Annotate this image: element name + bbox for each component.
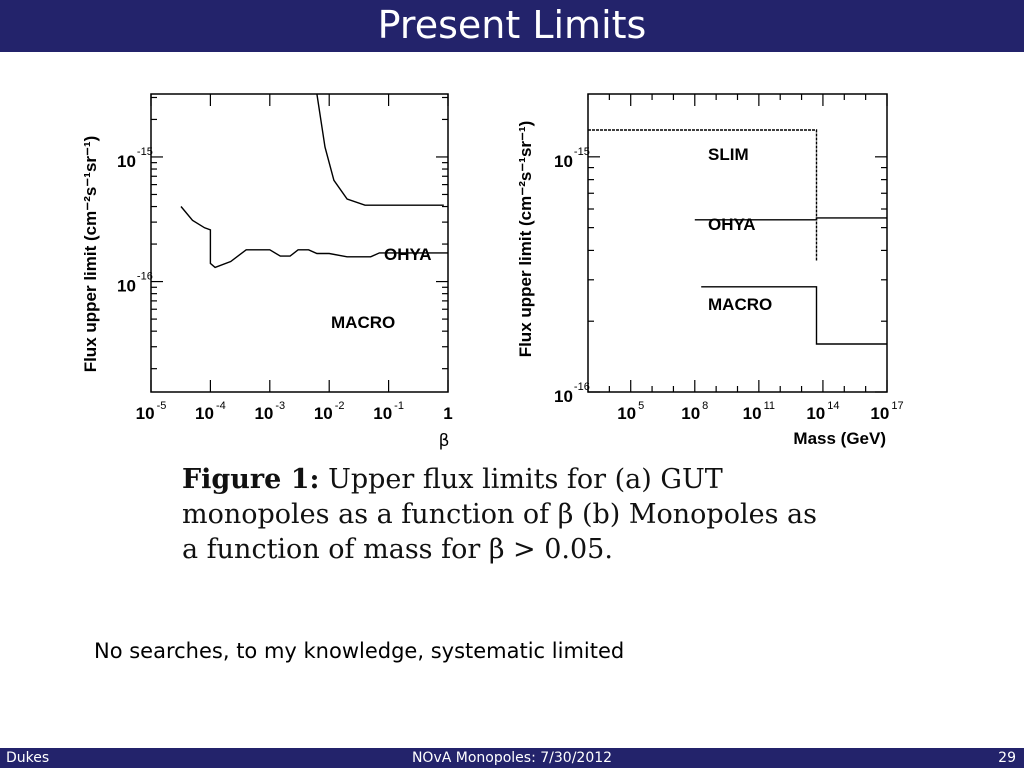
footer-page-number: 29 — [998, 750, 1016, 766]
series-line-ohya — [694, 217, 887, 221]
slide-title: Present Limits — [377, 3, 647, 47]
footer-author: Dukes — [6, 750, 50, 766]
y-tick-label: 10-15 — [554, 146, 590, 171]
chart-b-series — [588, 129, 887, 345]
figure-caption: Figure 1: Upper flux limits for (a) GUT … — [182, 462, 822, 567]
chart-mass: Flux upper limit (cm⁻²s⁻¹sr⁻¹) 10 5 10 8 10 1… — [516, 93, 904, 448]
chart-b-frame — [587, 93, 888, 393]
x-tick-label: 10 8 — [681, 400, 708, 423]
chart-b-series-label-slim: SLIM — [708, 145, 749, 164]
series-line-macro — [701, 286, 887, 345]
figure-label: Figure 1: — [182, 464, 320, 495]
x-tick-label: 10 -5 — [136, 400, 167, 423]
chart-a-frame — [150, 93, 449, 393]
chart-a-series-label-ohya: OHYA — [384, 245, 432, 264]
chart-a-series-label-macro: MACRO — [331, 313, 395, 332]
chart-a-series — [180, 93, 448, 269]
y-tick-label: 10-16 — [554, 381, 590, 406]
chart-a-ytitle: Flux upper limit (cm⁻²s⁻¹sr⁻¹) — [81, 136, 100, 373]
chart-b-xtitle: Mass (GeV) — [793, 429, 886, 448]
slide-note: No searches, to my knowledge, systematic… — [94, 639, 625, 663]
footer-bar: Dukes NOvA Monopoles: 7/30/2012 29 — [0, 748, 1024, 768]
chart-a-ticks: 10 -5 10 -4 10 -3 10 -2 10 -1 1 10-15 10-16 — [117, 94, 453, 423]
series-line-macro — [180, 206, 448, 269]
chart-b-ytitle: Flux upper limit (cm⁻²s⁻¹sr⁻¹) — [516, 121, 535, 358]
chart-b-series-label-macro: MACRO — [708, 295, 772, 314]
x-tick-label: 1 — [443, 404, 452, 423]
x-tick-label: 10 -3 — [254, 400, 285, 423]
y-tick-label: 10-16 — [117, 271, 153, 296]
chart-a-xtitle: β — [439, 431, 450, 451]
series-line-slim — [588, 129, 818, 262]
title-bar: Present Limits — [0, 0, 1024, 52]
footer-center: NOvA Monopoles: 7/30/2012 — [411, 750, 613, 766]
x-tick-label: 10 -2 — [314, 400, 345, 423]
x-tick-label: 10 -1 — [373, 400, 404, 423]
chart-b-ticks: 10 5 10 8 10 11 10 14 10 17 10-15 10-16 — [554, 94, 904, 423]
figure-caption-text: Upper flux limits for (a) GUT monopoles … — [182, 464, 817, 565]
x-tick-label: 10 11 — [743, 400, 775, 423]
x-tick-label: 10 5 — [617, 400, 644, 423]
x-tick-label: 10 17 — [870, 400, 903, 423]
y-tick-label: 10-15 — [117, 146, 153, 171]
x-tick-label: 10 14 — [806, 400, 839, 423]
chart-beta: Flux upper limit (cm⁻²s⁻¹sr⁻¹) 10 -5 10 -4 1… — [81, 93, 453, 451]
series-line-ohya — [316, 93, 444, 206]
x-tick-label: 10 -4 — [195, 400, 226, 423]
chart-b-series-label-ohya: OHYA — [708, 215, 756, 234]
